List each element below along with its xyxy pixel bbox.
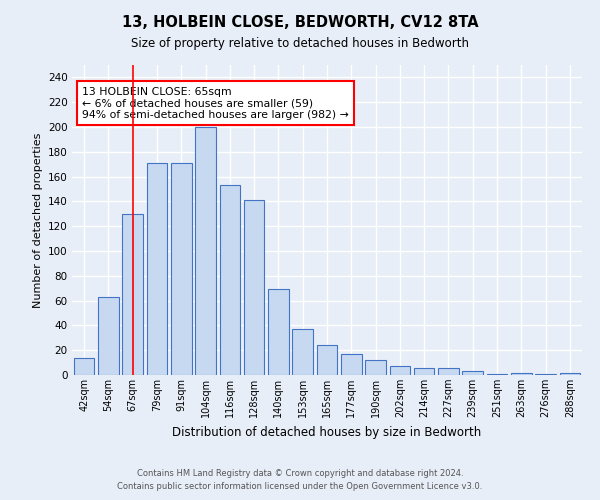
Bar — [438, 368, 459, 375]
Bar — [317, 345, 337, 375]
Bar — [98, 297, 119, 375]
Bar — [535, 374, 556, 375]
Bar — [487, 374, 508, 375]
Text: 13 HOLBEIN CLOSE: 65sqm
← 6% of detached houses are smaller (59)
94% of semi-det: 13 HOLBEIN CLOSE: 65sqm ← 6% of detached… — [82, 86, 349, 120]
Bar — [244, 200, 265, 375]
Text: Contains HM Land Registry data © Crown copyright and database right 2024.
Contai: Contains HM Land Registry data © Crown c… — [118, 470, 482, 491]
Bar — [414, 368, 434, 375]
Bar — [74, 358, 94, 375]
Text: 13, HOLBEIN CLOSE, BEDWORTH, CV12 8TA: 13, HOLBEIN CLOSE, BEDWORTH, CV12 8TA — [122, 15, 478, 30]
Bar — [341, 354, 362, 375]
Bar — [463, 372, 483, 375]
Bar — [365, 360, 386, 375]
Bar — [122, 214, 143, 375]
Bar — [195, 127, 216, 375]
Bar — [511, 372, 532, 375]
Bar — [560, 372, 580, 375]
Y-axis label: Number of detached properties: Number of detached properties — [32, 132, 43, 308]
Bar — [220, 186, 240, 375]
Bar — [146, 163, 167, 375]
Bar — [171, 163, 191, 375]
X-axis label: Distribution of detached houses by size in Bedworth: Distribution of detached houses by size … — [172, 426, 482, 438]
Bar — [292, 329, 313, 375]
Bar — [389, 366, 410, 375]
Bar — [268, 290, 289, 375]
Text: Size of property relative to detached houses in Bedworth: Size of property relative to detached ho… — [131, 38, 469, 51]
